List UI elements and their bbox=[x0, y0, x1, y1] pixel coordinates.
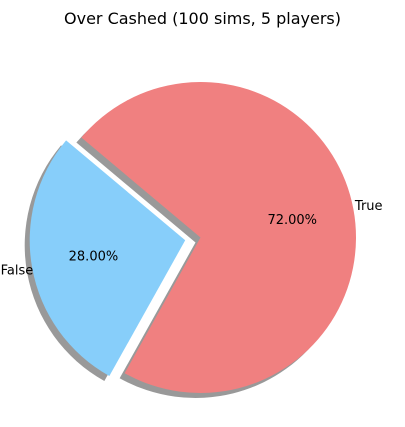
pie-slices bbox=[29, 81, 356, 393]
pie-slice-false bbox=[29, 140, 186, 377]
slice-label-false: False bbox=[1, 264, 34, 279]
chart-title: Over Cashed (100 sims, 5 players) bbox=[64, 9, 341, 28]
slice-label-true: True bbox=[354, 199, 383, 214]
pie-slice-true bbox=[81, 81, 356, 393]
slice-pct-label-true: 72.00% bbox=[267, 213, 317, 228]
slice-pct-label-false: 28.00% bbox=[69, 250, 119, 265]
pie-labels: False 28.00% True 72.00% bbox=[1, 199, 383, 279]
